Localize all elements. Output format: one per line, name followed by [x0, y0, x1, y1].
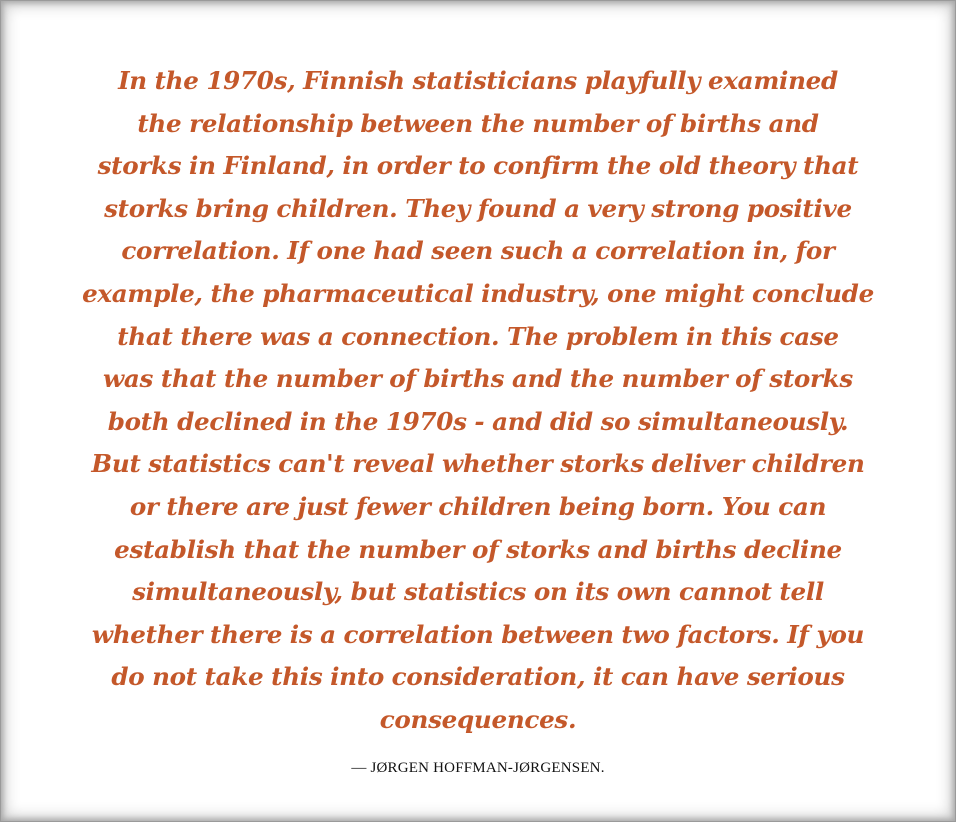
- quote-line: consequences.: [379, 704, 577, 734]
- quote-line: example, the pharmaceutical industry, on…: [82, 278, 874, 308]
- quote-line: or there are just fewer children being b…: [129, 491, 827, 521]
- quote-line: storks in Finland, in order to confirm t…: [97, 151, 859, 181]
- quote-line: In the 1970s, Finnish statisticians play…: [118, 66, 838, 95]
- quote-line: simultaneously, but statistics on its ow…: [132, 577, 824, 607]
- quote-line: whether there is a correlation between t…: [91, 619, 865, 649]
- quote-line: storks bring children. They found a very…: [104, 193, 852, 223]
- quote-line: do not take this into consideration, it …: [111, 662, 845, 692]
- quote-line: was that the number of births and the nu…: [103, 364, 853, 394]
- quote-line: that there was a connection. The problem…: [117, 321, 839, 351]
- quote-attribution: — JØRGEN HOFFMAN-JØRGENSEN.: [351, 759, 605, 776]
- quote-line: But statistics can't reveal whether stor…: [91, 449, 865, 479]
- quote-line: correlation. If one had seen such a corr…: [121, 236, 835, 266]
- quote-line: both declined in the 1970s - and did so …: [107, 406, 849, 436]
- quote-line: establish that the number of storks and …: [114, 534, 842, 564]
- quote-text: In the 1970s, Finnish statisticians play…: [33, 60, 923, 742]
- quote-line: the relationship between the number of b…: [137, 108, 819, 138]
